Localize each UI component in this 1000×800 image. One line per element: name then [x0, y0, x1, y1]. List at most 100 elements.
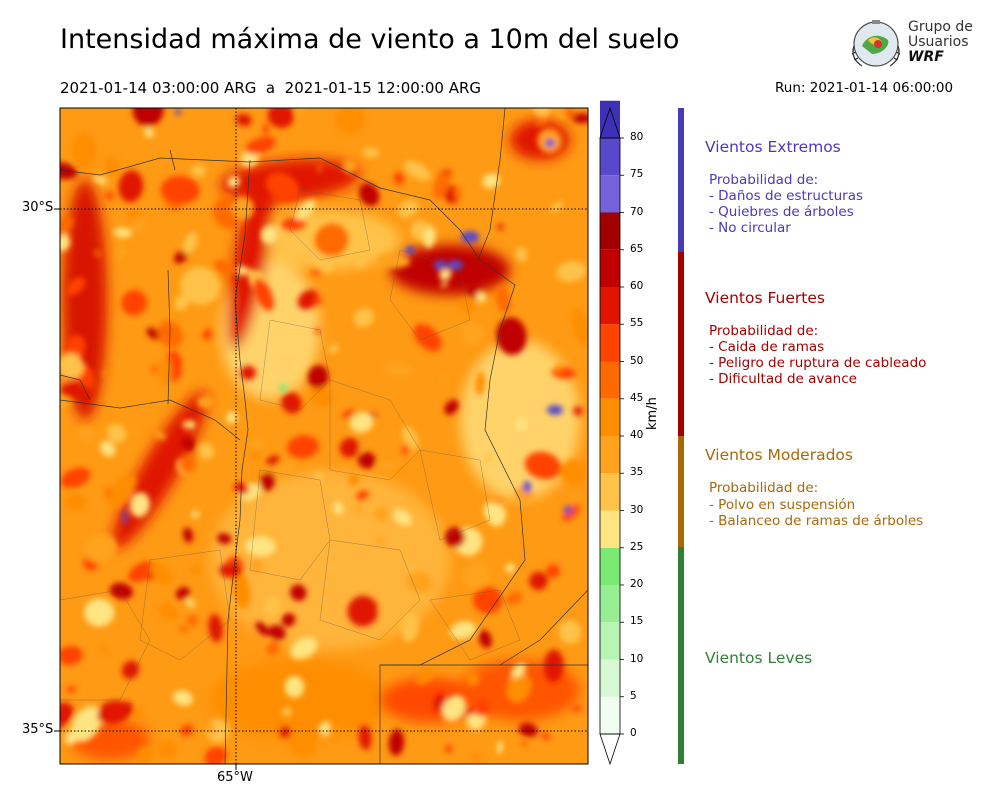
- strong-bar: [678, 252, 684, 436]
- wind-cell: [458, 299, 477, 312]
- wind-cell: [251, 450, 262, 460]
- wind-cell: [572, 113, 588, 124]
- colorbar-segment: [600, 696, 620, 734]
- colorbar-tick-label: 15: [630, 615, 644, 628]
- wind-cell: [521, 740, 528, 747]
- wind-cell: [465, 706, 475, 716]
- wind-cell: [564, 506, 572, 514]
- colorbar-tick-label: 55: [630, 317, 644, 330]
- wind-cell: [151, 364, 159, 374]
- wind-cell: [191, 510, 200, 519]
- wind-cell: [572, 705, 583, 712]
- wind-cell: [99, 646, 108, 653]
- wind-cell: [461, 231, 479, 243]
- wind-cell: [189, 565, 201, 575]
- moderate-subtitle: Probabilidad de:: [709, 480, 819, 496]
- province-borders: [60, 108, 588, 764]
- wind-cell: [180, 724, 194, 737]
- wind-cell: [506, 672, 532, 704]
- wind-cell: [158, 603, 179, 620]
- wind-cell: [471, 754, 481, 763]
- wind-cell: [255, 621, 270, 637]
- wind-cell: [202, 328, 212, 340]
- wind-cell: [148, 573, 154, 582]
- wind-cell: [297, 289, 319, 310]
- wind-cell: [515, 418, 528, 431]
- wind-cell: [356, 255, 367, 268]
- wind-cell: [555, 364, 563, 373]
- wind-cell: [158, 740, 177, 760]
- lat-label-30s: 30°S: [22, 200, 54, 215]
- wind-cell: [312, 251, 335, 273]
- wind-cell: [482, 173, 500, 189]
- wind-cell: [128, 561, 155, 583]
- colorbar-tick-label: 70: [630, 205, 644, 218]
- strong-title: Vientos Fuertes: [705, 289, 825, 307]
- wind-cell: [118, 170, 144, 203]
- wind-cell: [355, 504, 362, 514]
- strong-subtitle: Probabilidad de:: [709, 323, 819, 339]
- wind-cell: [178, 456, 196, 473]
- wind-cell: [267, 108, 295, 128]
- wind-cell: [72, 133, 97, 169]
- wind-cell: [313, 296, 323, 305]
- wind-cell: [127, 209, 140, 221]
- wind-cell: [144, 127, 154, 138]
- wind-cell: [383, 361, 413, 378]
- wind-cell: [571, 307, 588, 345]
- wind-cell: [518, 722, 538, 738]
- wind-cell: [362, 147, 380, 158]
- wind-cell: [249, 438, 266, 449]
- colorbar-tick-label: 30: [630, 503, 644, 516]
- wind-cell: [295, 199, 316, 221]
- wind-cell: [264, 595, 281, 616]
- wind-cell: [263, 122, 269, 136]
- wind-cell: [558, 619, 582, 644]
- wind-cell: [279, 726, 292, 739]
- map-frame: [59, 107, 589, 765]
- wind-cell: [279, 384, 287, 392]
- moderate-title: Vientos Moderados: [705, 446, 853, 464]
- wind-cell: [349, 412, 374, 433]
- light-bar: [678, 547, 684, 764]
- wind-cell: [121, 290, 147, 316]
- wind-cell: [105, 191, 115, 200]
- wind-cell: [137, 746, 153, 764]
- wind-cell: [475, 371, 485, 396]
- wind-cell: [547, 405, 563, 415]
- wind-cell: [118, 701, 134, 717]
- wind-cell: [134, 428, 140, 436]
- wind-cell: [439, 268, 452, 281]
- wind-cell: [178, 625, 189, 632]
- wind-cell: [102, 369, 110, 377]
- wind-cell: [408, 566, 415, 574]
- wind-cell: [186, 614, 199, 627]
- colorbar-segment: [600, 510, 620, 548]
- strong-item: - Peligro de ruptura de cableado: [709, 355, 927, 371]
- wind-cell: [358, 182, 380, 207]
- wind-cell: [505, 563, 516, 573]
- wind-cell: [314, 471, 324, 481]
- wind-cell: [253, 278, 274, 311]
- wind-cell: [60, 232, 71, 251]
- wind-cell: [153, 431, 167, 440]
- moderate-bar: [678, 436, 684, 547]
- wind-cell: [506, 591, 523, 605]
- wind-cell: [401, 426, 419, 450]
- colorbar-segment: [600, 622, 620, 660]
- moderate-item: - Polvo en suspensión: [709, 497, 856, 513]
- wind-cell: [286, 360, 291, 365]
- wind-cell: [180, 267, 221, 305]
- wind-cell: [347, 595, 379, 627]
- wind-cell: [355, 490, 369, 501]
- wind-cell: [416, 669, 434, 685]
- wind-cell: [123, 509, 127, 525]
- wind-cell: [173, 690, 193, 706]
- wind-cell: [216, 533, 232, 545]
- colorbar-segment: [600, 324, 620, 362]
- wind-cell: [335, 108, 365, 134]
- wind-cell: [466, 672, 480, 686]
- colorbar-tick-label: 60: [630, 280, 644, 292]
- wind-cell: [404, 160, 431, 181]
